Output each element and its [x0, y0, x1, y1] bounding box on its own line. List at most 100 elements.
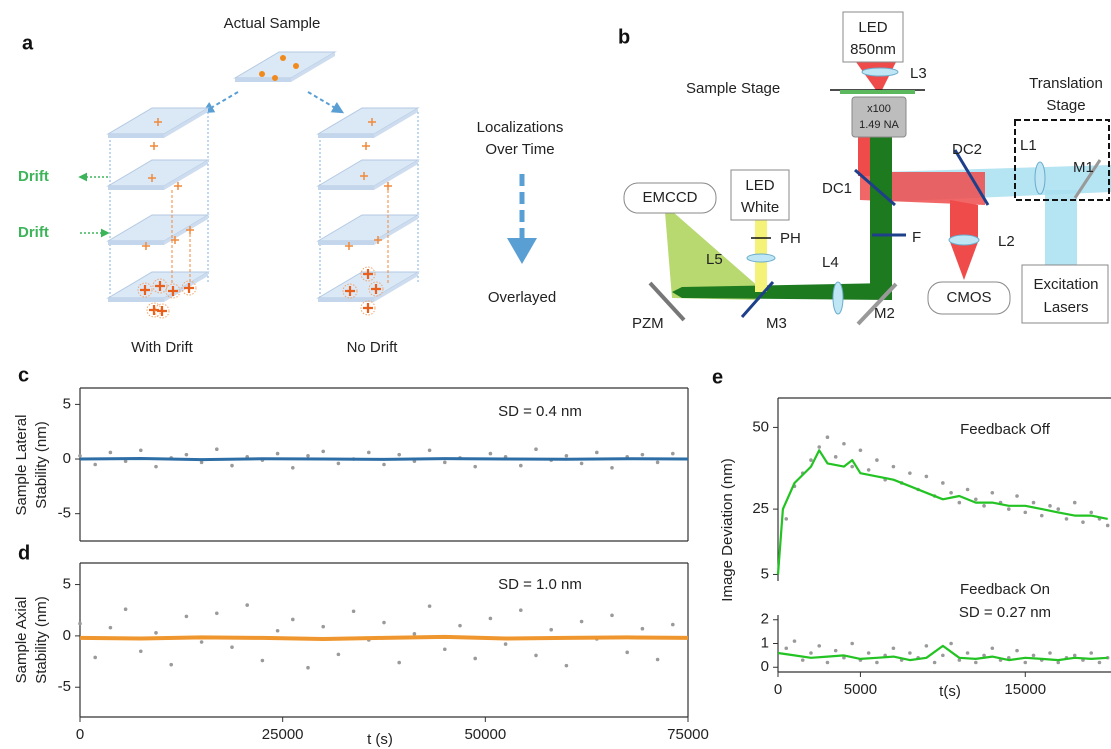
data-point — [412, 632, 417, 636]
data-point — [784, 646, 789, 651]
data-point — [825, 660, 830, 665]
label: 1.49 NA — [859, 119, 899, 131]
y-tick-label: 2 — [761, 611, 769, 628]
data-point — [336, 461, 341, 466]
overlay-label: Overlayed — [488, 289, 556, 306]
y-axis-label: Sample Axial — [13, 597, 30, 684]
lens — [832, 281, 844, 315]
data-point — [908, 651, 912, 655]
data-point — [306, 665, 310, 670]
y-tick-label: 5 — [63, 395, 71, 412]
data-point — [93, 462, 97, 467]
led-white-box — [730, 169, 790, 221]
emission-beam — [870, 136, 892, 298]
objective — [851, 96, 907, 138]
sample — [840, 90, 915, 94]
data-point — [291, 465, 295, 470]
panel-label: a — [22, 32, 34, 54]
data-point — [610, 613, 614, 618]
data-point — [610, 465, 614, 470]
data-point — [199, 640, 204, 644]
data-point — [792, 639, 797, 643]
data-point — [443, 460, 447, 465]
data-point — [640, 626, 645, 631]
data-point — [275, 628, 280, 633]
data-point — [230, 645, 234, 649]
x-axis-label: t (s) — [367, 731, 393, 748]
data-point — [990, 490, 995, 495]
data-point — [924, 474, 929, 479]
data-point — [367, 450, 371, 455]
data-point — [1015, 648, 1019, 653]
label: M2 — [874, 305, 895, 322]
data-point — [1056, 660, 1061, 665]
data-point — [93, 655, 97, 660]
data-point — [866, 651, 871, 655]
data-point — [1072, 500, 1077, 505]
data-point — [534, 447, 538, 452]
stack-with-drift — [107, 107, 209, 320]
data-point — [842, 441, 846, 446]
data-point — [817, 445, 822, 449]
data-point — [932, 660, 937, 665]
x-tick-label: 5000 — [844, 681, 877, 698]
data-point — [78, 453, 82, 458]
y-axis-label: Sample Lateral — [13, 415, 30, 516]
data-point — [123, 459, 128, 464]
label: M1 — [1073, 159, 1094, 176]
data-point — [1023, 660, 1028, 665]
arrow — [201, 91, 239, 114]
label: L2 — [998, 233, 1015, 250]
label: DC2 — [952, 141, 982, 158]
data-point — [965, 487, 970, 492]
data-point — [123, 607, 128, 611]
data-point — [215, 447, 219, 452]
label: Stage — [1046, 97, 1085, 114]
data-point — [655, 657, 660, 662]
data-point — [784, 517, 789, 521]
data-point — [382, 462, 386, 467]
lens — [1034, 161, 1046, 195]
y-tick-label: -5 — [58, 678, 71, 695]
data-point — [427, 604, 432, 608]
panel-label: c — [18, 364, 29, 386]
annotation: SD = 1.0 nm — [498, 576, 582, 593]
data-point — [949, 490, 953, 495]
data-point — [941, 653, 945, 658]
data-point — [941, 481, 945, 485]
data-point — [1048, 504, 1052, 508]
data-point — [1023, 510, 1028, 515]
data-point — [458, 623, 462, 628]
label: DC1 — [822, 180, 852, 197]
x-tick-label: 75000 — [667, 726, 709, 743]
y-tick-label: 5 — [761, 565, 769, 582]
ir-beam — [950, 242, 978, 280]
label: LED — [745, 177, 774, 194]
title: Actual Sample — [224, 15, 321, 32]
data-point — [154, 464, 158, 469]
x-tick-label: 50000 — [464, 726, 506, 743]
data-point — [199, 460, 204, 465]
data-point — [833, 648, 838, 653]
data-point — [809, 458, 813, 462]
ir-beam — [950, 200, 978, 238]
x-tick-label: 0 — [76, 726, 84, 743]
annotation: Feedback On — [960, 581, 1050, 598]
data-point — [842, 655, 846, 660]
data-point — [534, 653, 538, 658]
dichroic — [854, 168, 896, 207]
data-point — [965, 651, 970, 655]
data-point — [908, 471, 912, 475]
panel-a: a Actual Sample Drift Drift Localization… — [18, 15, 563, 356]
arrow — [307, 91, 345, 114]
y-tick-label: 5 — [63, 576, 71, 593]
data-point — [245, 603, 249, 607]
cmos-box — [927, 281, 1011, 315]
data-point — [519, 608, 523, 613]
data-point — [564, 453, 569, 458]
x-axis-label: t(s) — [939, 683, 961, 700]
data-point — [336, 652, 341, 657]
data-point — [488, 451, 493, 456]
data-point — [579, 461, 584, 466]
